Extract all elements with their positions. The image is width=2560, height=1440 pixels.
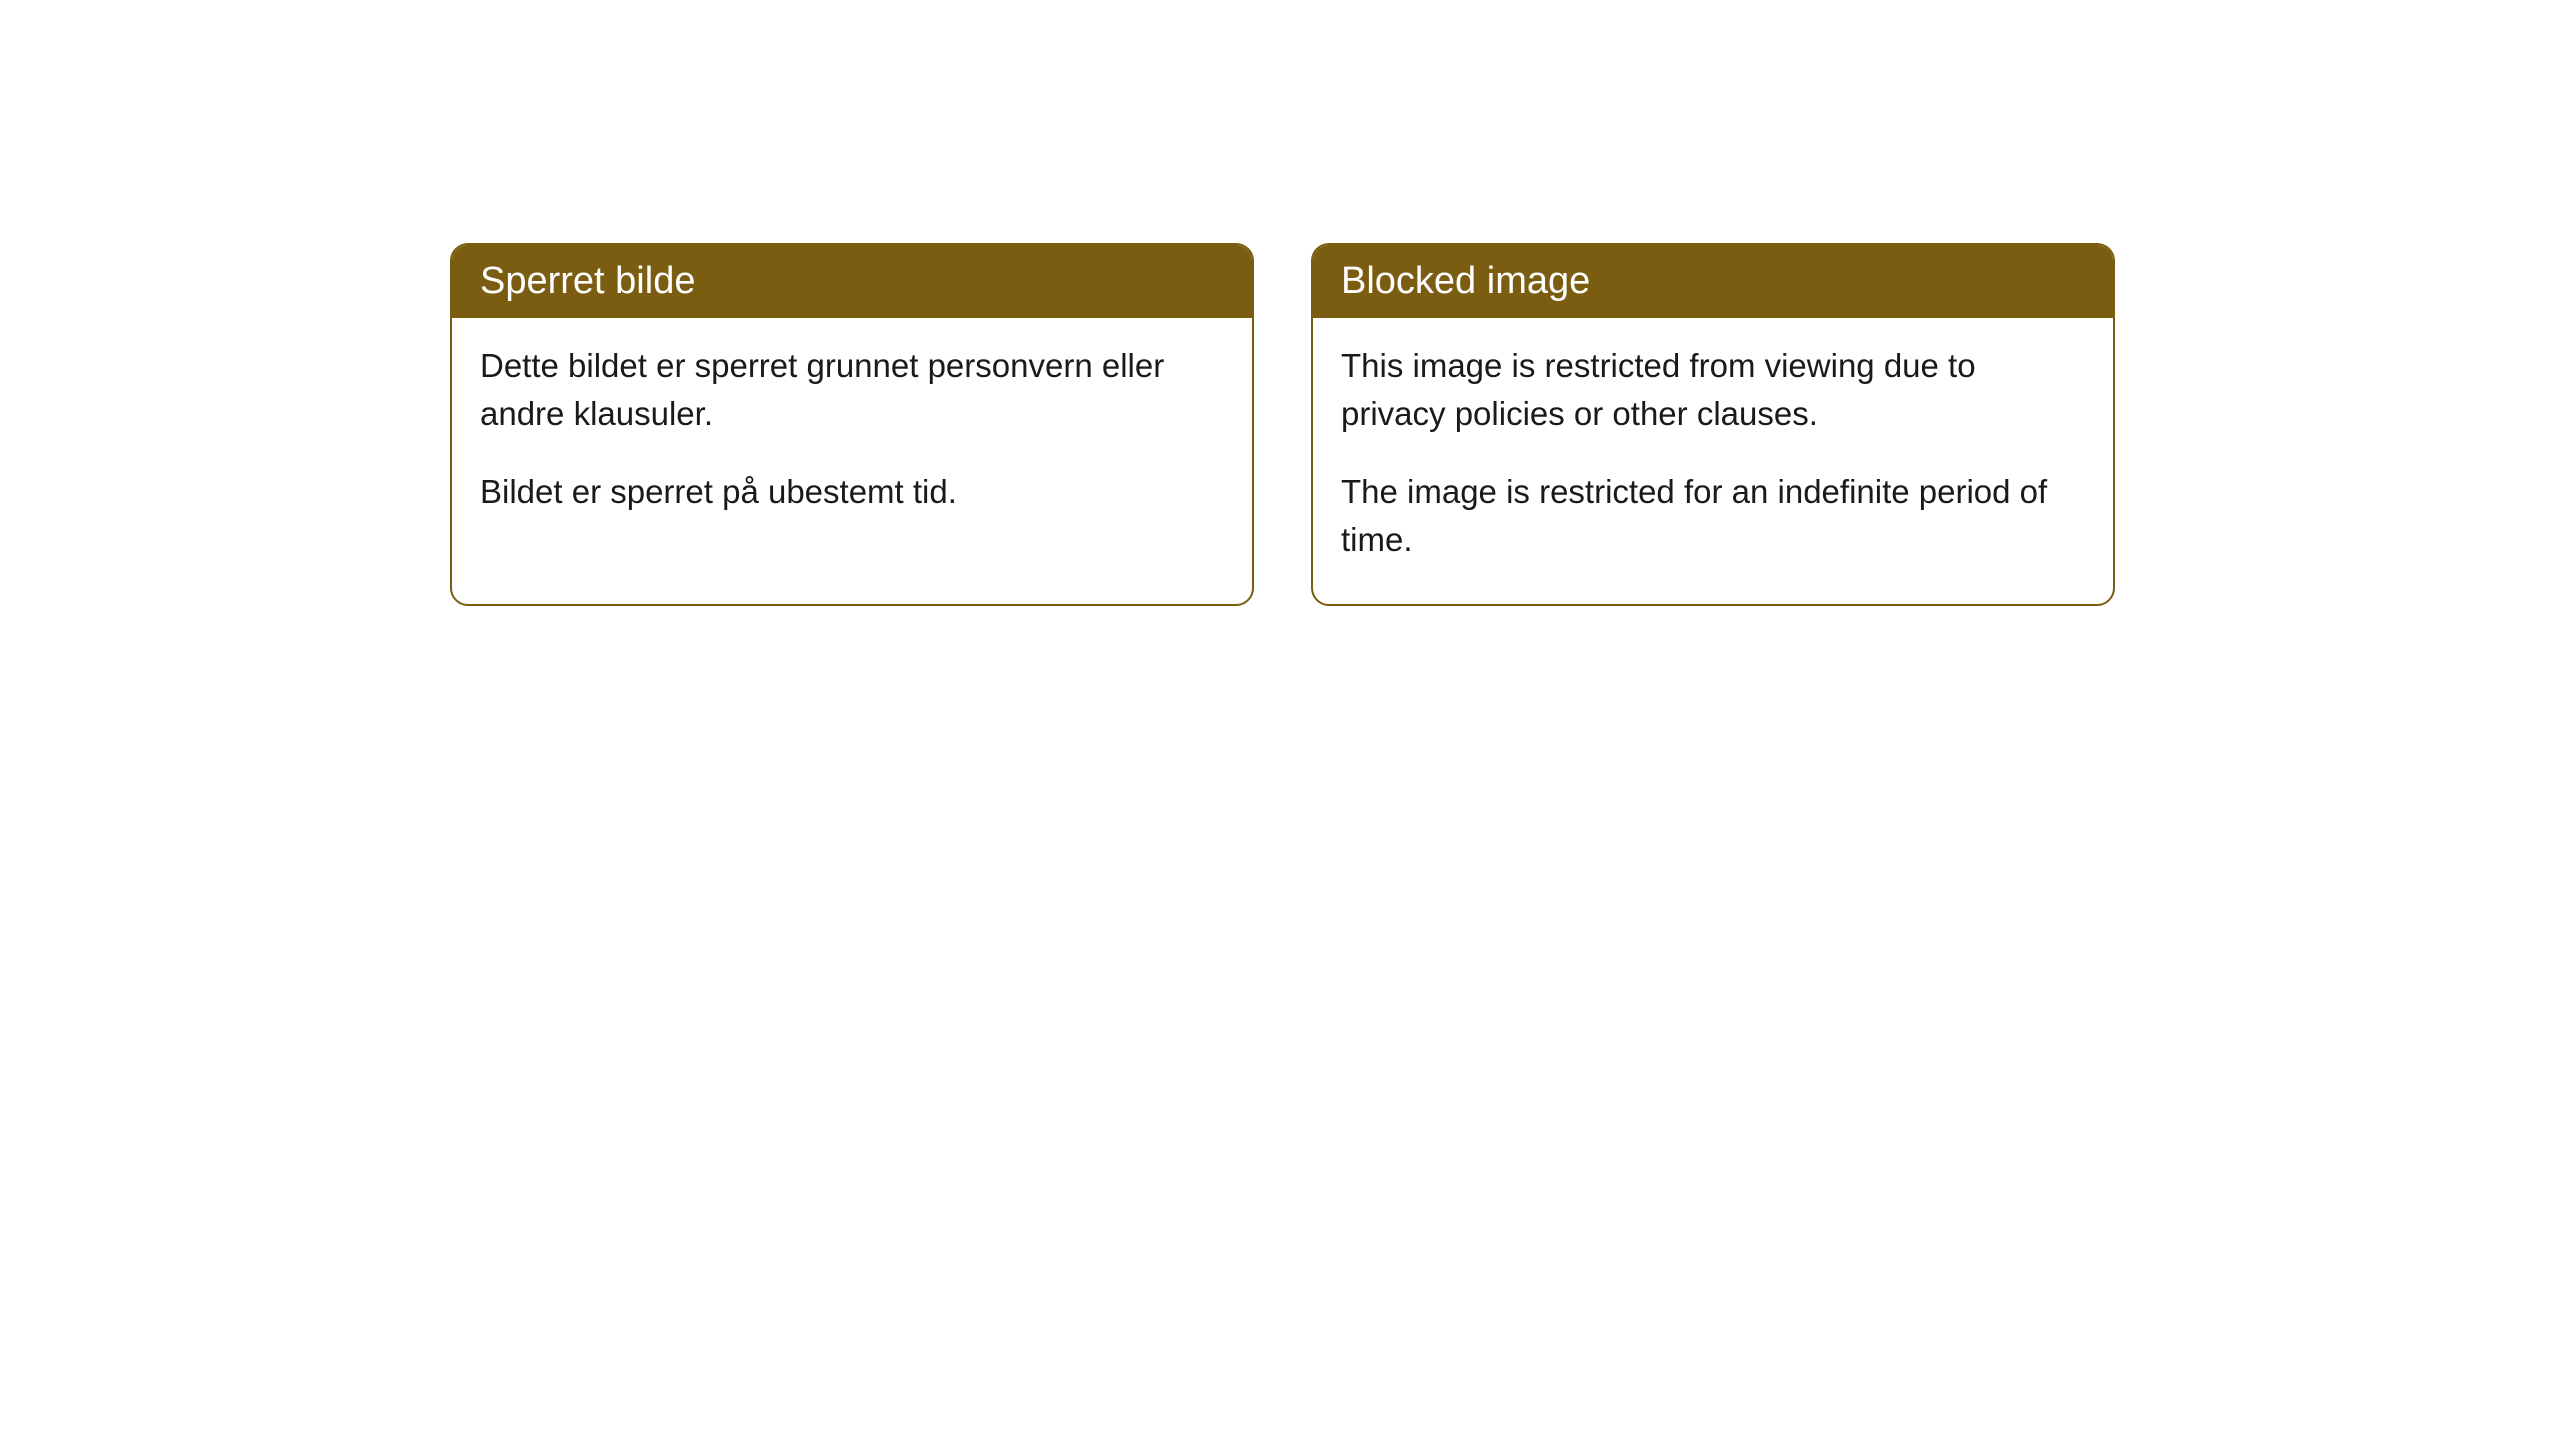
card-header: Blocked image [1313, 245, 2113, 318]
blocked-image-card-norwegian: Sperret bilde Dette bildet er sperret gr… [450, 243, 1254, 606]
blocked-image-card-english: Blocked image This image is restricted f… [1311, 243, 2115, 606]
notice-cards-container: Sperret bilde Dette bildet er sperret gr… [450, 243, 2115, 606]
card-title: Blocked image [1341, 260, 1590, 302]
card-paragraph: The image is restricted for an indefinit… [1341, 468, 2085, 564]
card-title: Sperret bilde [480, 260, 695, 302]
card-paragraph: Bildet er sperret på ubestemt tid. [480, 468, 1224, 516]
card-paragraph: This image is restricted from viewing du… [1341, 342, 2085, 438]
card-body: This image is restricted from viewing du… [1313, 318, 2113, 603]
card-header: Sperret bilde [452, 245, 1252, 318]
card-body: Dette bildet er sperret grunnet personve… [452, 318, 1252, 556]
card-paragraph: Dette bildet er sperret grunnet personve… [480, 342, 1224, 438]
